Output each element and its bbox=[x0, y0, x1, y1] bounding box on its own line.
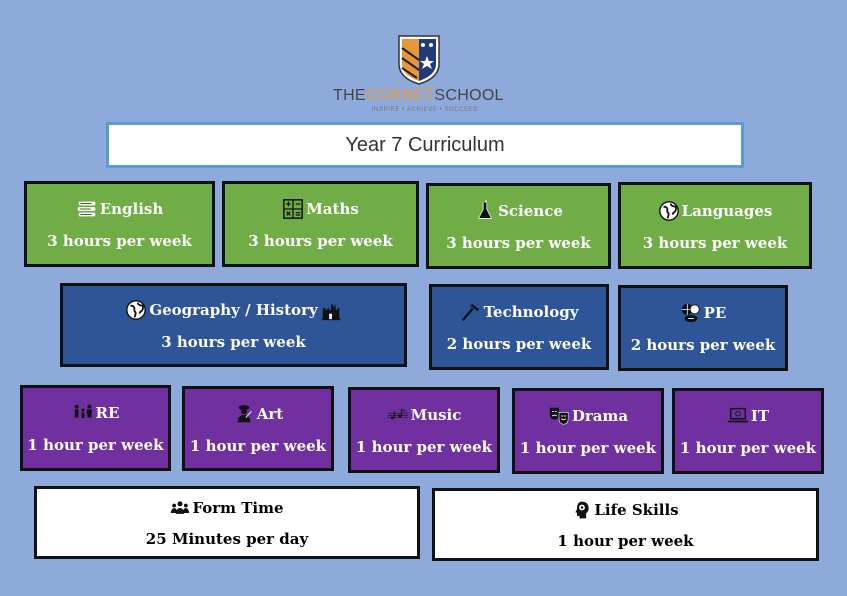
subject-card-art: Art 1 hour per week bbox=[182, 386, 334, 471]
subject-hours: 3 hours per week bbox=[47, 232, 192, 250]
calculator-icon bbox=[282, 198, 304, 220]
subject-hours: 3 hours per week bbox=[642, 233, 788, 252]
subject-hours: 3 hours per week bbox=[446, 234, 591, 252]
subject-name: RE bbox=[95, 404, 120, 422]
school-name: THECORBETSCHOOL bbox=[333, 87, 504, 104]
subject-card-english: English 3 hours per week bbox=[24, 181, 215, 267]
subject-hours: 3 hours per week bbox=[248, 232, 393, 250]
globe-icon bbox=[125, 299, 147, 321]
school-tagline: INSPIRE • ACHIEVE • SUCCEED bbox=[371, 107, 479, 113]
subject-hours: 1 hour per week bbox=[519, 439, 657, 457]
subject-name: Geography / History bbox=[149, 301, 318, 319]
hammer-icon bbox=[460, 301, 482, 323]
subject-card-technology: Technology 2 hours per week bbox=[429, 284, 609, 370]
subject-name: Science bbox=[498, 202, 563, 220]
subject-name: IT bbox=[750, 407, 770, 425]
subject-hours: 1 hour per week bbox=[189, 436, 327, 455]
theatre-masks-icon bbox=[548, 405, 570, 427]
subject-card-it: IT 1 hour per week bbox=[672, 388, 824, 474]
subject-card-re: RE 1 hour per week bbox=[20, 385, 171, 471]
group-icon bbox=[170, 498, 190, 518]
subject-name: English bbox=[99, 200, 164, 218]
subject-name: Form Time bbox=[192, 498, 284, 517]
castle-icon bbox=[320, 299, 342, 321]
subject-card-languages: Languages 3 hours per week bbox=[618, 182, 812, 269]
subject-card-pe: PE 2 hours per week bbox=[618, 285, 788, 371]
subject-hours: 1 hour per week bbox=[355, 438, 493, 456]
subject-hours: 25 Minutes per day bbox=[145, 529, 309, 548]
subject-name: Maths bbox=[306, 200, 359, 218]
subject-name: PE bbox=[703, 304, 727, 322]
subject-card-life-skills: Life Skills 1 hour per week bbox=[432, 488, 819, 561]
music-notes-icon bbox=[387, 404, 409, 426]
balls-icon bbox=[680, 302, 702, 324]
family-icon bbox=[72, 402, 94, 424]
subject-name: Music bbox=[410, 406, 462, 424]
school-logo: THECORBETSCHOOL INSPIRE • ACHIEVE • SUCC… bbox=[0, 0, 847, 120]
globe-icon bbox=[658, 200, 680, 222]
head-brain-icon bbox=[572, 500, 592, 520]
subject-name: Technology bbox=[483, 303, 579, 321]
page-title: Year 7 Curriculum bbox=[345, 133, 505, 156]
laptop-icon bbox=[727, 405, 749, 427]
subject-card-music: Music 1 hour per week bbox=[348, 387, 500, 473]
page-title-box: Year 7 Curriculum bbox=[106, 122, 744, 168]
artist-icon bbox=[233, 403, 255, 425]
subject-hours: 2 hours per week bbox=[630, 336, 776, 354]
subject-name: Life Skills bbox=[594, 500, 679, 519]
subject-hours: 1 hour per week bbox=[557, 531, 694, 550]
subject-hours: 3 hours per week bbox=[161, 333, 306, 351]
subject-hours: 1 hour per week bbox=[27, 436, 164, 454]
subject-name: Art bbox=[256, 404, 284, 423]
subject-hours: 2 hours per week bbox=[446, 335, 592, 353]
subject-card-geography-history: Geography / History 3 hours per week bbox=[60, 283, 407, 367]
subject-card-science: Science 3 hours per week bbox=[426, 183, 611, 269]
subject-card-form-time: Form Time 25 Minutes per day bbox=[34, 486, 420, 559]
subject-name: Languages bbox=[681, 201, 773, 220]
school-crest-icon bbox=[398, 35, 440, 85]
subject-card-drama: Drama 1 hour per week bbox=[512, 388, 664, 474]
flask-icon bbox=[474, 200, 496, 222]
books-icon bbox=[76, 198, 98, 220]
subject-card-maths: Maths 3 hours per week bbox=[222, 181, 419, 267]
subject-hours: 1 hour per week bbox=[679, 439, 817, 457]
subject-name: Drama bbox=[571, 407, 629, 425]
